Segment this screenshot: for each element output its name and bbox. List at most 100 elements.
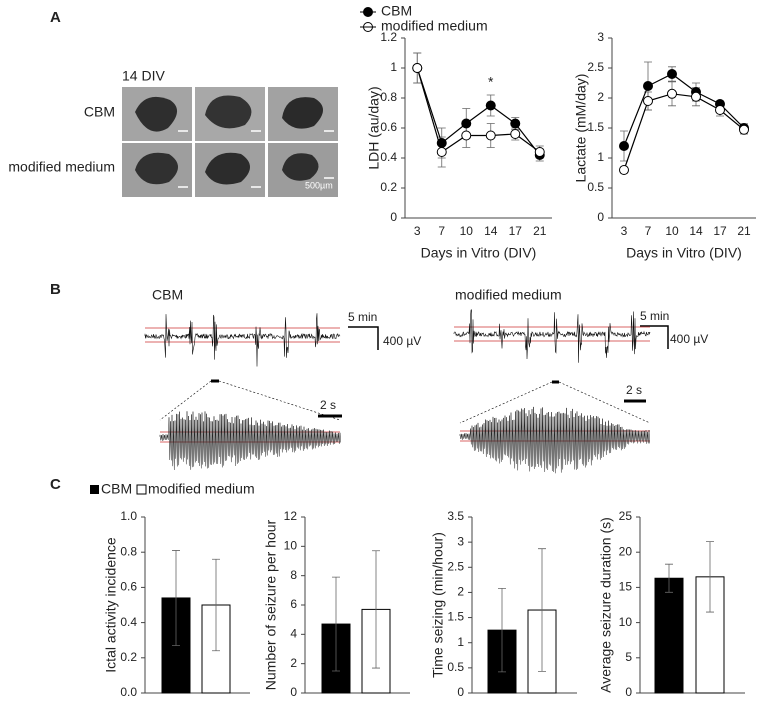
scale-label: 5 min bbox=[640, 309, 669, 323]
scale-bars bbox=[159, 325, 669, 424]
x-tick-label: 10 bbox=[460, 224, 474, 238]
y-tick-label: 0.8 bbox=[380, 90, 397, 104]
series-line bbox=[623, 93, 745, 171]
y-tick-label: 0.0 bbox=[120, 685, 137, 699]
y-tick-label: 0.2 bbox=[380, 180, 397, 194]
eeg-trace bbox=[144, 313, 341, 367]
marker bbox=[436, 147, 447, 157]
marker bbox=[619, 141, 629, 151]
y-tick-label: 8 bbox=[290, 568, 297, 582]
scale-label: 400 µV bbox=[670, 332, 708, 346]
marker bbox=[534, 147, 545, 157]
y-tick-label: 0.6 bbox=[120, 580, 137, 594]
y-tick-label: 0 bbox=[290, 685, 297, 699]
row-label: CBM bbox=[84, 104, 115, 120]
marker bbox=[667, 69, 677, 79]
row-label: modified medium bbox=[8, 159, 115, 175]
y-tick-label: 1 bbox=[390, 60, 397, 74]
error-bar bbox=[332, 576, 340, 672]
y-tick-label: 1.5 bbox=[447, 610, 464, 624]
legend-label: CBM bbox=[101, 481, 132, 497]
marker bbox=[619, 165, 629, 175]
y-axis-label: LDH (au/day) bbox=[366, 86, 382, 169]
x-tick-label: 3 bbox=[414, 224, 421, 238]
marker bbox=[485, 130, 496, 141]
panel-letter: A bbox=[50, 9, 61, 26]
marker bbox=[436, 138, 447, 148]
y-tick-label: 1 bbox=[457, 635, 464, 649]
y-tick-label: 6 bbox=[290, 597, 297, 611]
y-tick-label: 3.5 bbox=[447, 509, 464, 523]
x-tick-label: 10 bbox=[665, 224, 679, 238]
marker bbox=[461, 118, 472, 129]
x-tick-label: 14 bbox=[689, 224, 703, 238]
y-tick-label: 2 bbox=[457, 585, 464, 599]
legend-label: CBM bbox=[381, 3, 412, 19]
y-tick-label: 0 bbox=[457, 685, 464, 699]
y-tick-label: 1.0 bbox=[120, 509, 137, 523]
y-tick-label: 10 bbox=[619, 615, 633, 629]
scale-label: 400 µV bbox=[383, 334, 421, 348]
legend-label: modified medium bbox=[148, 481, 255, 497]
error-bar bbox=[706, 541, 714, 613]
error-bar bbox=[665, 563, 673, 593]
x-tick-label: 17 bbox=[509, 224, 523, 238]
x-tick-label: 7 bbox=[438, 224, 445, 238]
scale-label: 500µm bbox=[305, 180, 333, 190]
panel-letter: C bbox=[50, 476, 61, 493]
x-tick-label: 17 bbox=[713, 224, 727, 238]
y-tick-label: 15 bbox=[619, 580, 633, 594]
y-tick-label: 0.8 bbox=[120, 544, 137, 558]
scale-label: 2 s bbox=[320, 398, 336, 412]
x-tick-label: 21 bbox=[533, 224, 547, 238]
y-tick-label: 3 bbox=[457, 534, 464, 548]
y-tick-label: 0 bbox=[597, 210, 604, 224]
marker bbox=[691, 91, 701, 102]
marker bbox=[739, 124, 749, 135]
y-axis-label: Time seizing (min/hour) bbox=[430, 532, 446, 678]
error-bar bbox=[172, 550, 180, 646]
bar bbox=[654, 577, 684, 694]
marker bbox=[485, 100, 496, 111]
eeg-trace bbox=[453, 309, 651, 363]
y-tick-label: 4 bbox=[290, 627, 297, 641]
y-tick-label: 10 bbox=[284, 539, 298, 553]
marker bbox=[412, 63, 423, 73]
error-bar bbox=[372, 550, 380, 669]
trace-title: CBM bbox=[152, 287, 183, 303]
scale-label: 2 s bbox=[626, 383, 642, 397]
marker bbox=[643, 96, 653, 106]
marker bbox=[510, 118, 521, 129]
y-tick-label: 3 bbox=[597, 30, 604, 44]
legend-swatch bbox=[136, 484, 147, 495]
y-tick-label: 0.2 bbox=[120, 650, 137, 664]
y-tick-label: 0.5 bbox=[447, 660, 464, 674]
y-tick-label: 2.5 bbox=[447, 559, 464, 573]
y-axis-label: Lactate (mM/day) bbox=[573, 74, 589, 183]
micrographs bbox=[122, 87, 338, 197]
series-line bbox=[623, 73, 745, 147]
eeg-trace bbox=[159, 411, 341, 471]
x-tick-label: 21 bbox=[737, 224, 751, 238]
annotation: * bbox=[488, 74, 494, 90]
y-tick-label: 5 bbox=[625, 650, 632, 664]
y-axis-label: Average seizure duration (s) bbox=[598, 517, 614, 693]
y-tick-label: 0.4 bbox=[120, 615, 137, 629]
y-tick-label: 1 bbox=[597, 150, 604, 164]
legend-swatch bbox=[90, 485, 99, 494]
y-tick-label: 25 bbox=[619, 509, 633, 523]
image-title: 14 DIV bbox=[122, 68, 165, 84]
y-axis-label: Ictal activity incidence bbox=[103, 537, 119, 673]
traces bbox=[144, 309, 651, 474]
x-axis-label: Days in Vitro (DIV) bbox=[626, 245, 742, 261]
legend-label: modified medium bbox=[381, 18, 488, 34]
eeg-trace bbox=[459, 406, 650, 474]
y-tick-label: 0.5 bbox=[587, 180, 604, 194]
marker bbox=[667, 88, 677, 99]
y-tick-label: 1.5 bbox=[587, 120, 604, 134]
x-tick-label: 14 bbox=[484, 224, 498, 238]
panel-letter: B bbox=[50, 281, 61, 298]
y-axis-label: Number of seizure per hour bbox=[263, 519, 279, 690]
y-tick-label: 2 bbox=[290, 656, 297, 670]
